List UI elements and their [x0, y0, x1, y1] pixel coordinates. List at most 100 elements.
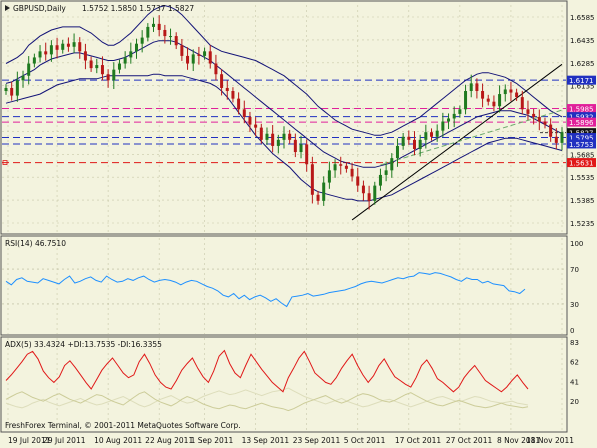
candle-body — [134, 43, 138, 52]
price-level-label: 1.5985 — [569, 106, 594, 114]
rsi-header: RSI(14) 46.7510 — [5, 239, 66, 248]
price-level-tag — [567, 133, 596, 143]
candle-body — [492, 101, 496, 107]
candle-body — [44, 51, 48, 55]
candle-body — [543, 121, 547, 125]
candle-body — [117, 63, 121, 70]
x-tick-label: 1 Sep 2011 — [191, 436, 234, 445]
candle-body — [554, 136, 558, 143]
candle-body — [486, 98, 490, 102]
candle-body — [537, 116, 541, 122]
x-tick-label: 8 Nov 2011 — [497, 436, 540, 445]
candle-body — [231, 91, 235, 99]
candle-body — [95, 65, 99, 69]
candle-body — [254, 124, 258, 128]
candle-body — [509, 89, 513, 93]
rsi-line — [5, 272, 526, 308]
price-level-tag — [567, 104, 596, 114]
candle-body — [21, 75, 25, 81]
candle-body — [271, 133, 275, 146]
candle-body — [299, 144, 303, 153]
x-tick-label: 13 Sep 2011 — [242, 436, 290, 445]
footer-copyright: FreshForex Terminal, © 2001-2011 MetaQuo… — [5, 421, 241, 430]
candle-body — [10, 87, 14, 96]
adx-tick-label: 20 — [570, 398, 579, 406]
candle-body — [435, 130, 439, 137]
candle-body — [361, 185, 365, 194]
candle-body — [61, 43, 65, 50]
candle-body — [322, 182, 326, 201]
bollinger-upper-line — [5, 5, 563, 136]
candle-body — [390, 158, 394, 171]
candle-body — [169, 36, 173, 38]
main-header-symbol: GBPUSD,Daily — [13, 4, 66, 13]
candle-body — [174, 36, 178, 46]
y-tick-label: 1.5685 — [570, 151, 595, 159]
candle-body — [237, 98, 241, 110]
candle-body — [401, 136, 405, 146]
candle-body — [186, 55, 190, 64]
candle-body — [520, 97, 524, 110]
candle-body — [367, 193, 371, 201]
rsi-tick-label: 100 — [570, 240, 583, 248]
x-tick-label: 27 Oct 2011 — [446, 436, 493, 445]
candle-body — [112, 69, 116, 81]
rsi-panel-frame — [0, 235, 568, 336]
x-tick-label: 18 Nov 2011 — [526, 436, 574, 445]
price-level-label: 1.5631 — [569, 160, 594, 168]
price-level-tag — [567, 112, 596, 122]
candle-body — [498, 94, 502, 107]
candle-body — [214, 63, 218, 75]
adx-header: ADX(5) 33.4324 +DI:13.7535 -DI:16.3355 — [5, 340, 162, 349]
y-tick-label: 1.6435 — [570, 37, 595, 45]
candle-body — [481, 91, 485, 99]
candle-body — [384, 170, 388, 175]
y-tick-label: 1.5235 — [570, 220, 595, 228]
candle-body — [89, 60, 93, 69]
candle-body — [469, 83, 473, 92]
candle-body — [560, 132, 564, 143]
candle-body — [265, 133, 269, 140]
adx-lines — [5, 349, 529, 412]
candle-body — [197, 54, 201, 56]
trendline — [351, 63, 563, 221]
candle-body — [100, 65, 104, 75]
price-level-tag — [567, 117, 596, 127]
candle-body — [452, 113, 456, 119]
candle-body — [344, 165, 348, 169]
di-plus-line — [5, 391, 529, 412]
candle-body — [225, 87, 229, 92]
candle-body — [503, 89, 507, 95]
y-tick-label: 1.5535 — [570, 174, 595, 182]
x-tick-label: 5 Oct 2011 — [344, 436, 386, 445]
candle-body — [373, 185, 377, 201]
candle-body — [532, 113, 536, 117]
candle-body — [163, 29, 167, 37]
di-minus-line — [5, 387, 529, 409]
candle-body — [515, 92, 519, 98]
candles — [4, 15, 564, 210]
rsi-tick-label: 0 — [570, 327, 574, 335]
candle-body — [475, 83, 479, 92]
candle-body — [339, 164, 343, 166]
price-level-label: 1.5753 — [569, 141, 594, 149]
candle-body — [288, 133, 292, 140]
candle-body — [447, 118, 451, 122]
candle-body — [78, 42, 82, 52]
price-level-tag — [567, 158, 596, 168]
candle-body — [83, 51, 87, 61]
candle-body — [441, 121, 445, 131]
x-tick-label: 29 Jul 2011 — [43, 436, 86, 445]
candle-body — [106, 74, 110, 81]
candle-body — [464, 91, 468, 110]
candle-body — [49, 45, 53, 55]
level-labels: 1.61711.59851.59321.58961.58271.57951.57… — [567, 75, 596, 168]
candle-body — [140, 37, 144, 44]
x-tick-label: 22 Aug 2011 — [145, 436, 193, 445]
candle-body — [242, 109, 246, 117]
candle-body — [356, 176, 360, 186]
candle-body — [4, 87, 8, 92]
